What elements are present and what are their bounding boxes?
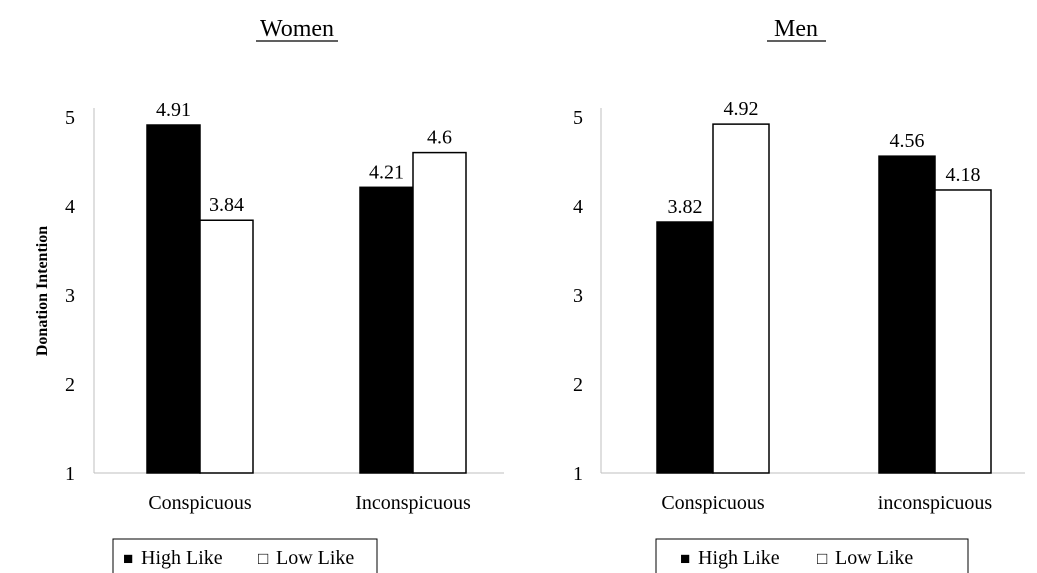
data-label: 3.84 <box>209 194 244 216</box>
bar-high-like-inconspicuous <box>878 155 936 474</box>
bar-low-like-conspicuous <box>712 123 770 474</box>
x-tick-label: Conspicuous <box>148 492 252 514</box>
bars <box>146 124 467 474</box>
y-tick-label: 1 <box>573 463 583 485</box>
legend-box <box>112 538 378 573</box>
legend-box <box>655 538 969 573</box>
x-tick-label: Inconspicuous <box>355 492 471 514</box>
bar-low-like-inconspicuous <box>934 189 992 474</box>
bar-high-like-inconspicuous <box>359 186 414 474</box>
y-tick-label: 3 <box>573 285 583 307</box>
data-label: 4.56 <box>890 130 925 152</box>
data-label: 4.6 <box>427 127 452 149</box>
legend-label-high-like: High Like <box>698 547 780 569</box>
chart-title: Men <box>774 16 818 42</box>
y-tick-labels: 1 2 3 4 5 <box>573 107 583 485</box>
bar-low-like-conspicuous <box>199 219 254 474</box>
y-tick-label: 1 <box>65 463 75 485</box>
x-tick-labels: Conspicuous Inconspicuous <box>148 492 471 514</box>
y-tick-label: 2 <box>573 374 583 396</box>
bar-low-like-inconspicuous <box>412 151 467 474</box>
legend-marker-high-like: ■ <box>123 549 133 568</box>
y-axis-label: Donation Intention <box>34 226 51 356</box>
legend-label-high-like: High Like <box>141 547 223 569</box>
y-tick-label: 3 <box>65 285 75 307</box>
data-label: 4.18 <box>946 164 981 186</box>
y-tick-label: 5 <box>65 107 75 129</box>
data-labels: 4.91 4.21 3.84 4.6 <box>156 99 452 216</box>
legend: ■ High Like □ Low Like <box>112 538 378 573</box>
data-label: 3.82 <box>668 196 703 218</box>
data-label: 4.92 <box>724 98 759 120</box>
x-tick-label: Conspicuous <box>661 492 765 514</box>
x-tick-labels: Conspicuous inconspicuous <box>661 492 992 514</box>
legend-label-low-like: Low Like <box>276 547 354 569</box>
y-tick-label: 5 <box>573 107 583 129</box>
legend-marker-low-like: □ <box>817 549 827 568</box>
data-label: 4.21 <box>369 161 404 183</box>
data-label: 4.91 <box>156 99 191 121</box>
bars <box>656 123 992 474</box>
x-tick-label: inconspicuous <box>878 492 993 514</box>
bar-high-like-conspicuous <box>656 221 714 474</box>
chart-panel-men: Men 1 2 3 4 5 3.82 4.56 4.92 4.18 Conspicuous in… <box>573 16 1025 573</box>
y-tick-labels: 1 2 3 4 5 <box>65 107 75 485</box>
y-tick-label: 2 <box>65 374 75 396</box>
legend-marker-high-like: ■ <box>680 549 690 568</box>
bar-high-like-conspicuous <box>146 124 201 474</box>
y-tick-label: 4 <box>65 196 75 218</box>
chart-title: Women <box>260 16 334 42</box>
y-tick-label: 4 <box>573 196 583 218</box>
legend-marker-low-like: □ <box>258 549 268 568</box>
chart-panel-women: Women 1 2 3 4 5 4.91 4.21 3.84 4.6 Conspicuous I… <box>65 16 504 573</box>
data-labels: 3.82 4.56 4.92 4.18 <box>668 98 981 218</box>
legend: ■ High Like □ Low Like <box>655 538 969 573</box>
legend-label-low-like: Low Like <box>835 547 913 569</box>
